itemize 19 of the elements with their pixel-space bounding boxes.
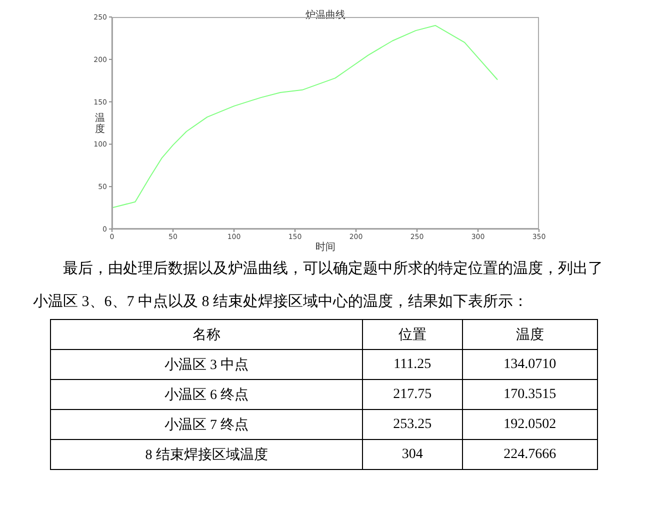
text: 最后，由处理后数据以及炉温曲线，可以确定题中所求的特定位置的温度，列出了小温区 3、6、7 中点以及 8 结束处焊接区域中心的温度，结果如下表所示： <box>32 259 604 312</box>
line-series <box>112 24 498 208</box>
text: 170.3515 <box>462 380 598 410</box>
text: 名称 <box>50 320 363 350</box>
y-axis-title: 温度 <box>94 113 106 135</box>
text: 192.0502 <box>462 410 598 440</box>
x-axis-title: 时间 <box>314 240 336 254</box>
text: 8 结束焊接区域温度 <box>50 440 363 470</box>
text: 253.25 <box>362 410 462 440</box>
text: 位置 <box>362 320 462 350</box>
text: 217.75 <box>362 380 462 410</box>
text: 小温区 6 终点 <box>50 380 363 410</box>
text: 134.0710 <box>462 350 598 380</box>
text: 111.25 <box>362 350 462 380</box>
text: 温度 <box>462 320 598 350</box>
text: 小温区 3 中点 <box>50 350 363 380</box>
text: 224.7666 <box>462 440 598 470</box>
text: 小温区 7 终点 <box>50 410 363 440</box>
text: 304 <box>362 440 462 470</box>
